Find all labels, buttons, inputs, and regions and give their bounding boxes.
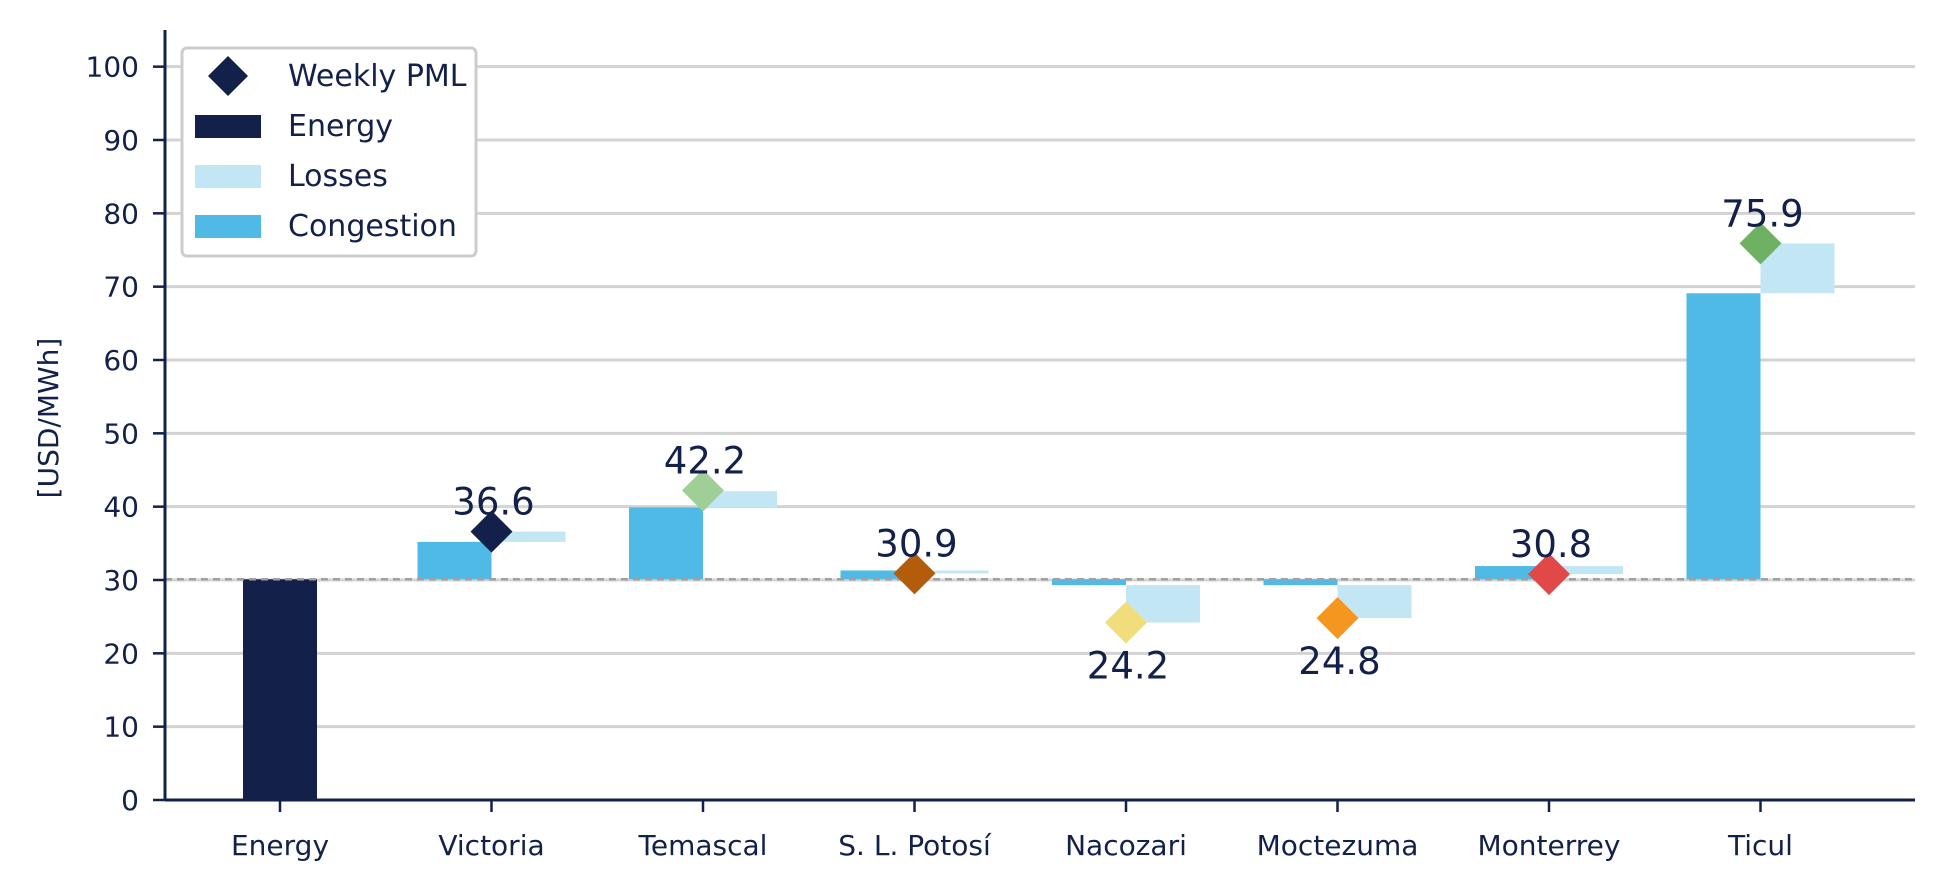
congestion-bar <box>1263 579 1338 586</box>
pml-markers <box>470 222 1782 644</box>
pml-value-label: 30.9 <box>875 522 957 565</box>
x-tick-label: S. L. Potosí <box>838 829 992 862</box>
y-tick-label: 90 <box>103 124 139 157</box>
congestion-bar <box>1686 293 1761 580</box>
x-tick-label: Ticul <box>1727 829 1793 862</box>
legend-label: Energy <box>288 109 393 144</box>
pml-marker <box>1528 553 1570 596</box>
legend-swatch-energy <box>195 115 261 138</box>
pml-value-label: 30.8 <box>1510 523 1592 566</box>
pml-marker <box>893 552 936 595</box>
pml-marker <box>1739 222 1782 265</box>
pml-value-label: 42.2 <box>664 440 746 483</box>
congestion-bar <box>417 541 492 580</box>
congestion-bar <box>629 507 703 580</box>
bars <box>165 243 1915 800</box>
pml-value-label: 75.9 <box>1721 192 1803 235</box>
x-tick-label: Monterrey <box>1478 829 1621 862</box>
y-tick-label: 100 <box>86 51 139 84</box>
legend-swatch-losses <box>195 165 261 188</box>
y-tick-label: 20 <box>103 637 139 670</box>
y-tick-label: 30 <box>103 564 139 597</box>
pml-marker <box>1316 597 1359 640</box>
pml-value-label: 24.2 <box>1087 645 1169 688</box>
losses-bar <box>1549 566 1623 575</box>
y-tick-label: 70 <box>103 271 139 304</box>
losses-bar <box>914 570 989 574</box>
y-tick-label: 60 <box>103 344 139 377</box>
pml-marker <box>470 510 513 553</box>
pml-marker <box>1105 601 1147 644</box>
congestion-bar <box>840 570 915 580</box>
x-tick-label: Nacozari <box>1065 829 1187 862</box>
x-tick-label: Temascal <box>638 829 768 862</box>
legend-label: Losses <box>288 159 388 194</box>
pml-marker <box>682 469 724 512</box>
energy-bar <box>243 579 317 800</box>
legend-box <box>180 46 478 258</box>
pml-value-label: 36.6 <box>452 481 534 524</box>
legend: Weekly PML Energy Losses Congestion <box>180 46 478 258</box>
x-tick-label: Moctezuma <box>1257 829 1419 862</box>
losses-bar <box>491 531 566 542</box>
legend-label: Congestion <box>288 209 457 244</box>
x-tick-label: Energy <box>231 829 329 862</box>
y-axis-title: [USD/MWh] <box>32 338 65 499</box>
y-tick-label: 50 <box>103 417 139 450</box>
legend-swatch-pml <box>208 56 248 96</box>
y-tick-label: 10 <box>103 711 139 744</box>
losses-bar <box>703 491 777 508</box>
pml-labels: 36.6 42.2 30.9 24.2 24.8 30.8 75.9 <box>452 192 1803 687</box>
legend-label: Weekly PML <box>288 59 467 94</box>
y-tick-label: 40 <box>103 491 139 524</box>
legend-swatch-congestion <box>195 215 261 238</box>
congestion-bar <box>1052 579 1126 586</box>
y-tick-label: 0 <box>121 784 139 817</box>
x-tick-label: Victoria <box>438 829 544 862</box>
axes: 0 10 20 30 40 50 60 70 80 90 100 Energy Victoria Tema… <box>86 30 1915 862</box>
pml-value-label: 24.8 <box>1298 640 1380 683</box>
y-tick-label: 80 <box>103 197 139 230</box>
